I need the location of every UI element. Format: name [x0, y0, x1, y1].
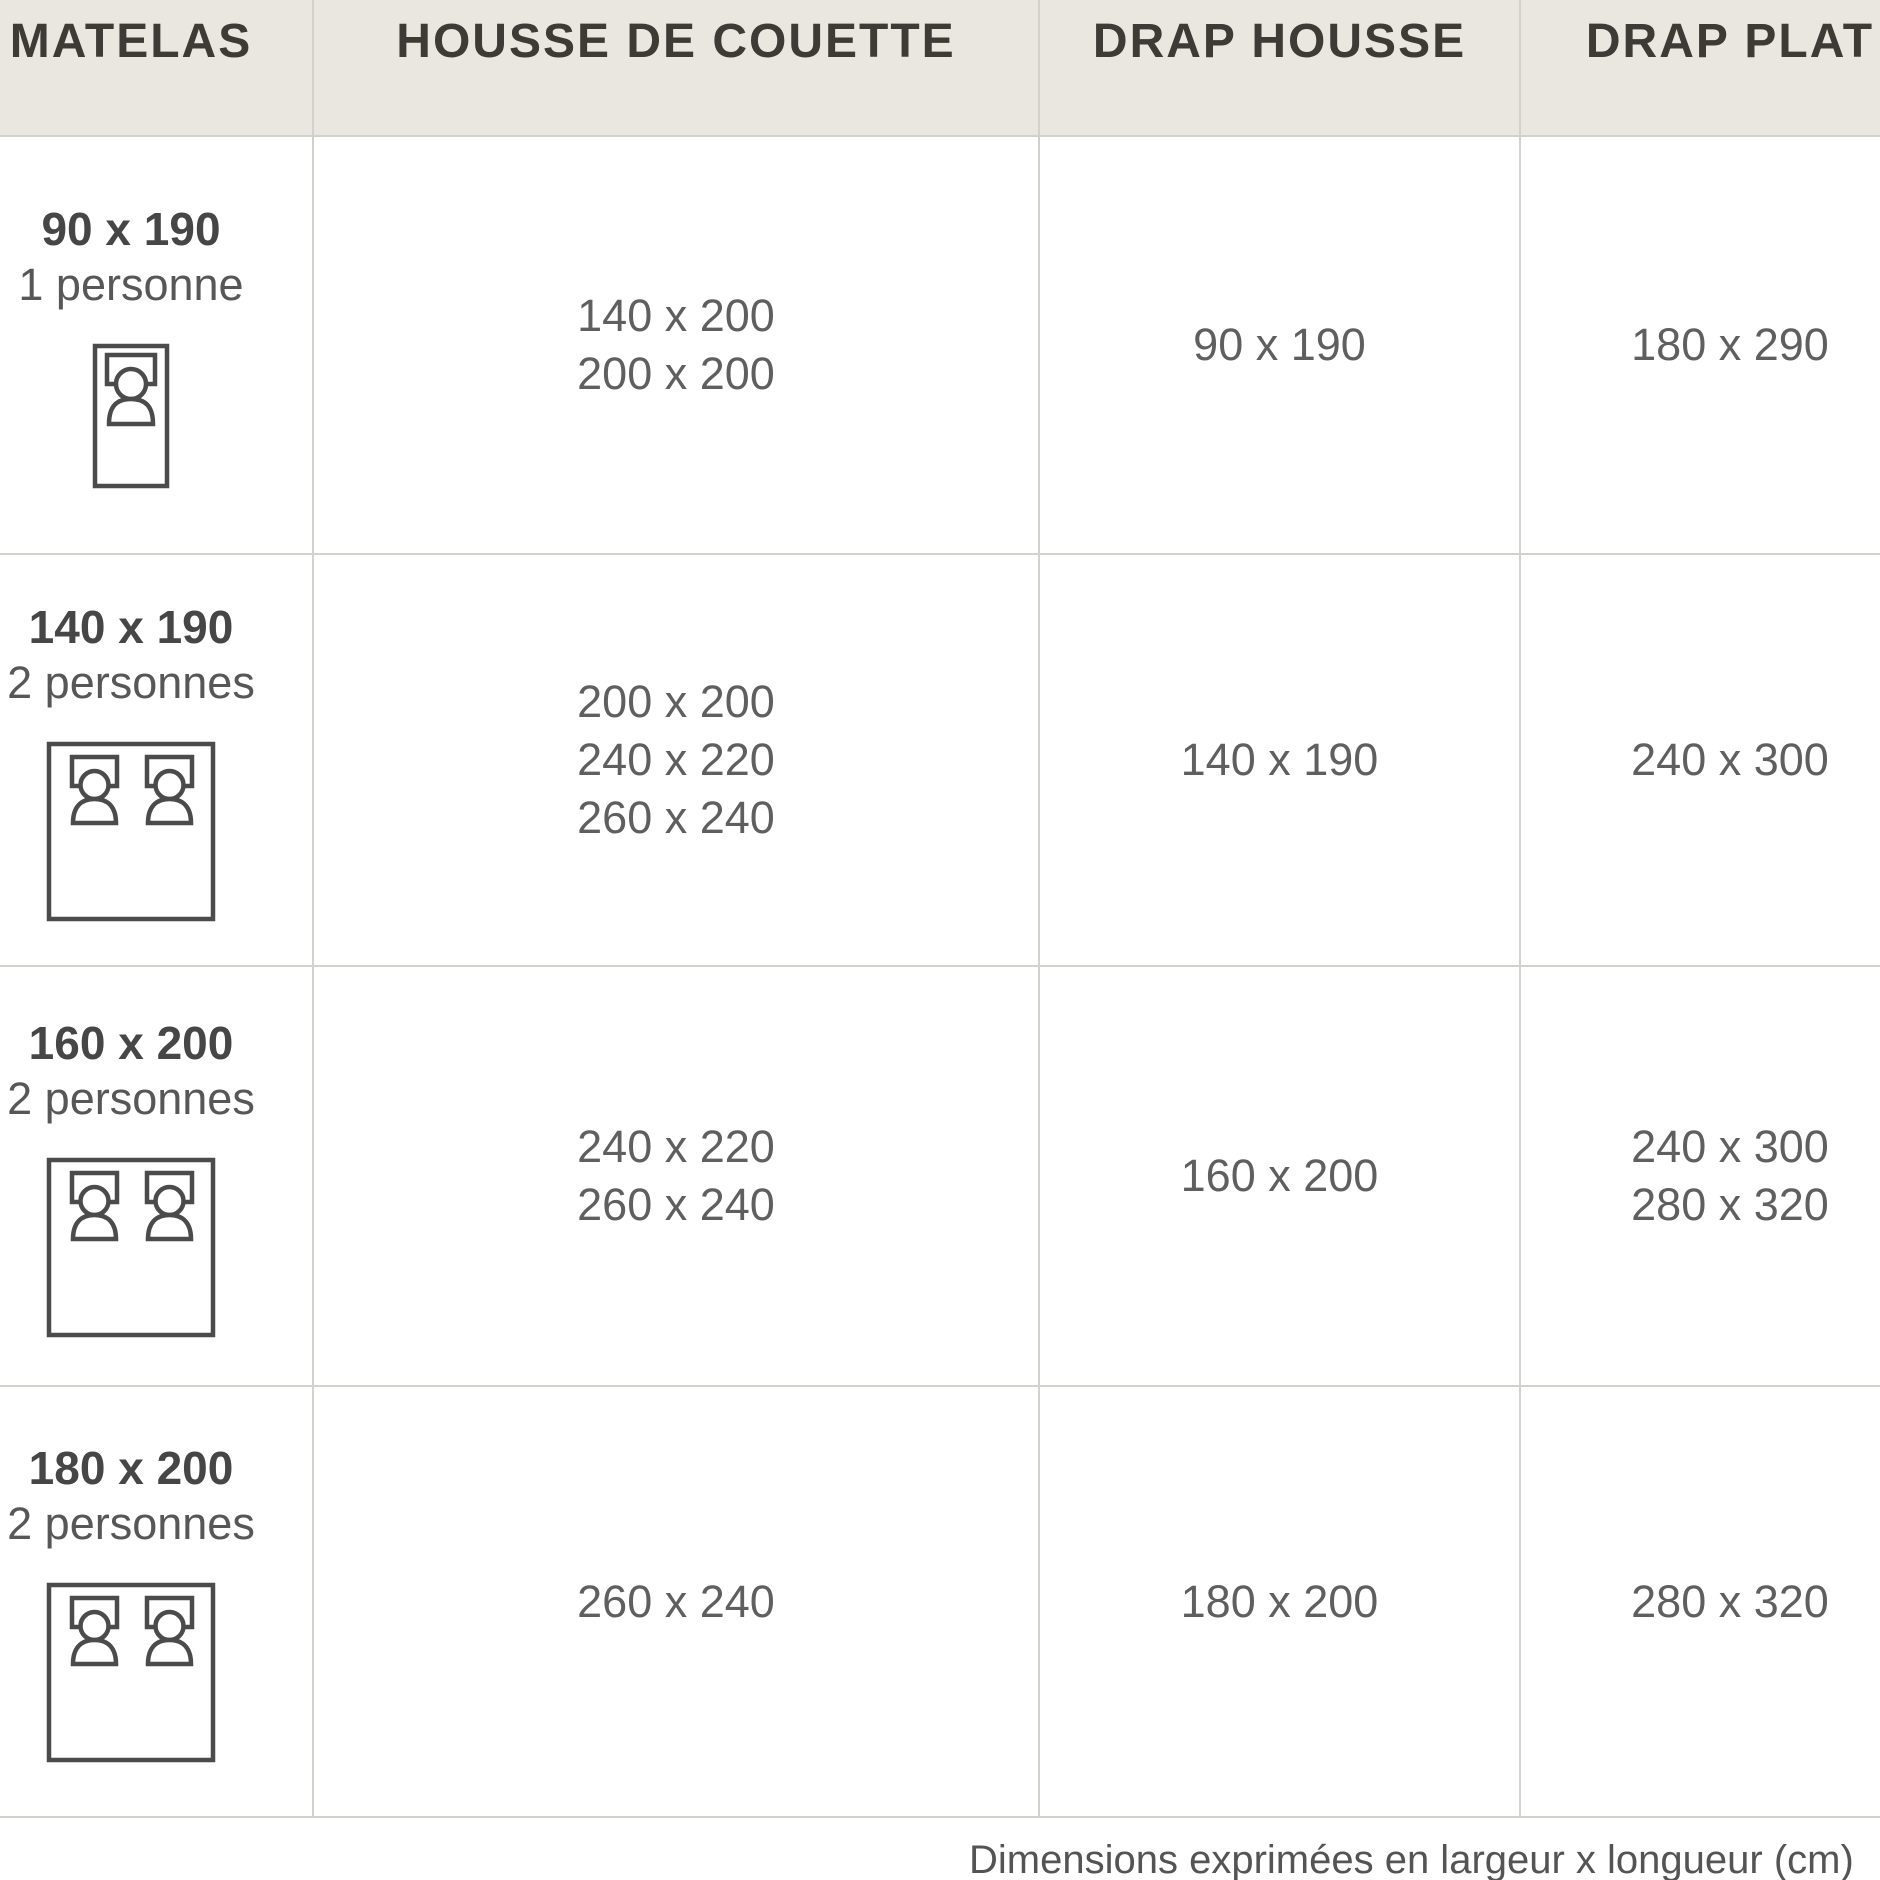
housse-de-couette-value: 260 x 240 — [312, 1387, 1038, 1818]
column-header-matelas: MATELAS — [0, 0, 312, 137]
drap-plat-value: 280 x 320 — [1519, 1387, 1880, 1818]
matelas-capacity: 2 personnes — [7, 1498, 255, 1549]
double-bed-icon — [46, 1582, 216, 1763]
size-guide-table: MATELAS HOUSSE DE COUETTE DRAP HOUSSE DR… — [0, 0, 1880, 1818]
double-bed-icon — [46, 1157, 216, 1337]
column-header-drap-housse: DRAP HOUSSE — [1038, 0, 1519, 137]
housse-de-couette-value: 240 x 220 260 x 240 — [312, 967, 1038, 1387]
dimensions-footnote: Dimensions exprimées en largeur x longue… — [969, 1838, 1854, 1880]
matelas-size: 180 x 200 — [28, 1442, 234, 1494]
column-header-housse-de-couette: HOUSSE DE COUETTE — [312, 0, 1038, 137]
matelas-size: 90 x 190 — [41, 203, 221, 255]
double-bed-icon — [46, 741, 216, 921]
matelas-capacity: 1 personne — [18, 259, 244, 310]
column-header-drap-plat: DRAP PLAT — [1519, 0, 1880, 137]
matelas-capacity: 2 personnes — [7, 1072, 255, 1124]
drap-housse-value: 160 x 200 — [1038, 967, 1519, 1387]
drap-plat-value: 240 x 300 — [1519, 555, 1880, 967]
matelas-cell-160x200: 160 x 200 2 personnes — [0, 967, 312, 1387]
matelas-cell-90x190: 90 x 190 1 personne — [0, 137, 312, 555]
matelas-cell-180x200: 180 x 200 2 personnes — [0, 1387, 312, 1818]
matelas-size: 140 x 190 — [28, 600, 234, 653]
matelas-size: 160 x 200 — [28, 1016, 234, 1069]
drap-plat-value: 180 x 290 — [1519, 137, 1880, 555]
matelas-cell-140x190: 140 x 190 2 personnes — [0, 555, 312, 967]
drap-housse-value: 90 x 190 — [1038, 137, 1519, 555]
drap-housse-value: 180 x 200 — [1038, 1387, 1519, 1818]
drap-housse-value: 140 x 190 — [1038, 555, 1519, 967]
matelas-capacity: 2 personnes — [7, 656, 255, 708]
single-bed-icon — [92, 343, 170, 489]
housse-de-couette-value: 200 x 200 240 x 220 260 x 240 — [312, 555, 1038, 967]
housse-de-couette-value: 140 x 200 200 x 200 — [312, 137, 1038, 555]
drap-plat-value: 240 x 300 280 x 320 — [1519, 967, 1880, 1387]
